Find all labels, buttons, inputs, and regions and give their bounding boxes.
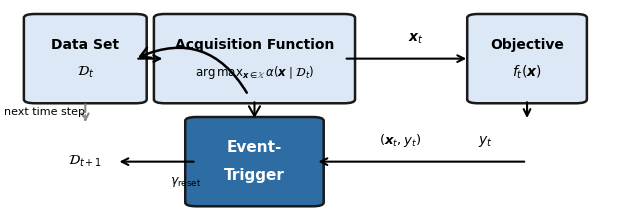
Text: $y_t$: $y_t$ xyxy=(478,134,492,149)
Text: next time step: next time step xyxy=(4,107,85,117)
FancyBboxPatch shape xyxy=(185,117,323,206)
Text: $f_t(\boldsymbol{x})$: $f_t(\boldsymbol{x})$ xyxy=(512,64,542,81)
FancyArrowPatch shape xyxy=(140,48,247,93)
Text: $\boldsymbol{x}_t$: $\boldsymbol{x}_t$ xyxy=(408,31,423,46)
Text: $(\boldsymbol{x}_t, y_t)$: $(\boldsymbol{x}_t, y_t)$ xyxy=(379,132,421,149)
Text: Event-: Event- xyxy=(227,140,282,155)
Text: $\gamma_{\rm reset}$: $\gamma_{\rm reset}$ xyxy=(170,175,202,189)
Text: $\mathrm{arg\,max}_{\boldsymbol{x}\in\mathbb{X}}\,\alpha(\boldsymbol{x}\mid\math: $\mathrm{arg\,max}_{\boldsymbol{x}\in\ma… xyxy=(195,64,314,81)
Text: Objective: Objective xyxy=(490,38,564,52)
Text: $\mathcal{D}_{t+1}$: $\mathcal{D}_{t+1}$ xyxy=(68,154,102,169)
Text: Acquisition Function: Acquisition Function xyxy=(175,38,334,52)
FancyBboxPatch shape xyxy=(467,14,587,103)
Text: Trigger: Trigger xyxy=(224,168,285,183)
Text: $\mathcal{D}_t$: $\mathcal{D}_t$ xyxy=(77,65,94,80)
FancyBboxPatch shape xyxy=(24,14,147,103)
Text: Data Set: Data Set xyxy=(51,38,119,52)
FancyArrowPatch shape xyxy=(249,102,260,116)
FancyBboxPatch shape xyxy=(154,14,355,103)
